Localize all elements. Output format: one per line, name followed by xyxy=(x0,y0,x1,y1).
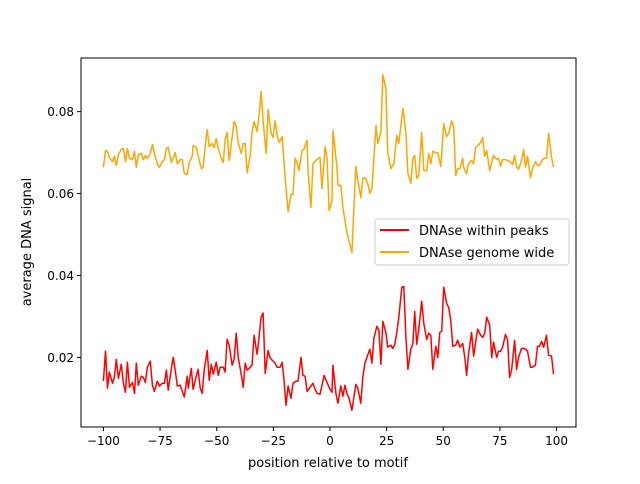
legend: DNAse within peaks DNAse genome wide xyxy=(374,218,570,266)
x-axis: −100 −75 −50 −25 0 25 50 75 100 xyxy=(87,427,568,448)
y-tick-label: 0.06 xyxy=(47,187,74,201)
series-line-0 xyxy=(102,285,555,411)
legend-label-within-peaks: DNAse within peaks xyxy=(419,224,549,239)
x-tick-label: −100 xyxy=(87,434,120,448)
x-tick-label: −75 xyxy=(147,434,172,448)
series-layer xyxy=(102,74,555,411)
y-tick-label: 0.04 xyxy=(47,269,74,283)
x-tick-label: −25 xyxy=(261,434,286,448)
x-tick-label: 50 xyxy=(436,434,451,448)
x-tick-label: 0 xyxy=(326,434,334,448)
axes-frame xyxy=(80,57,577,428)
legend-label-genome-wide: DNAse genome wide xyxy=(419,246,554,261)
x-tick-label: 100 xyxy=(545,434,568,448)
x-tick-label: −50 xyxy=(204,434,229,448)
y-axis: 0.02 0.04 0.06 0.08 xyxy=(47,105,81,365)
x-axis-label: position relative to motif xyxy=(248,456,408,471)
y-tick-label: 0.08 xyxy=(47,105,74,119)
series-line-1 xyxy=(102,74,555,254)
y-axis-label: average DNA signal xyxy=(20,178,35,307)
legend-box xyxy=(374,218,570,266)
y-tick-label: 0.02 xyxy=(47,351,74,365)
x-tick-label: 25 xyxy=(379,434,394,448)
x-tick-label: 75 xyxy=(492,434,507,448)
